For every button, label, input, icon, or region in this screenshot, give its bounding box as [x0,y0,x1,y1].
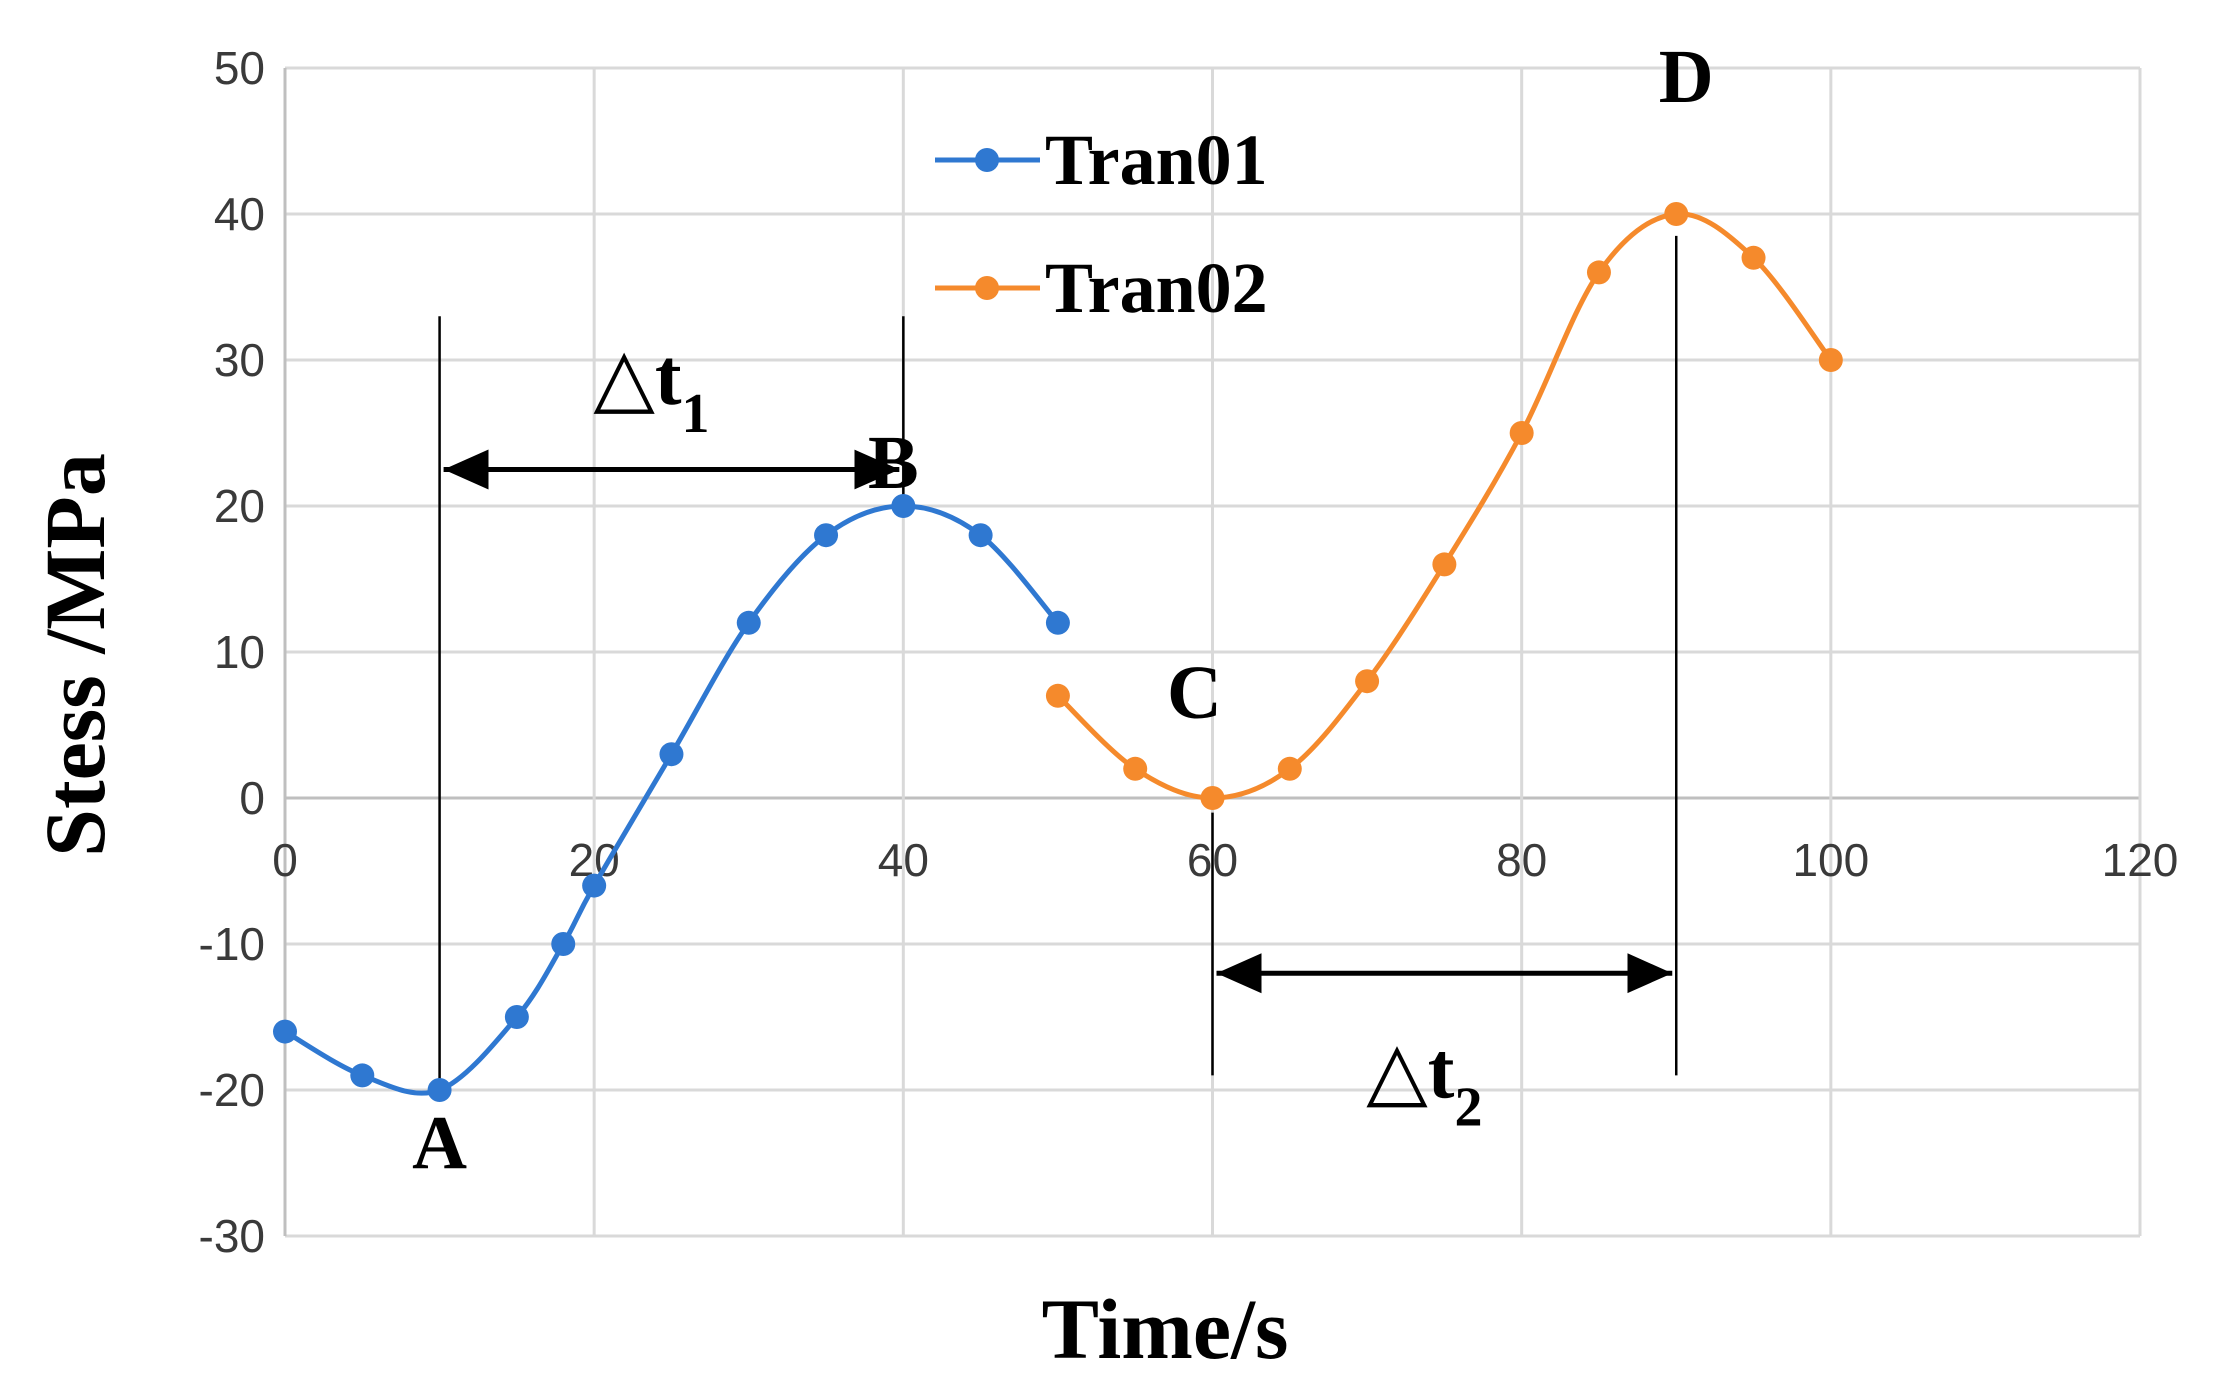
x-tick-label: 100 [1792,834,1869,886]
legend-label-tran02: Tran02 [1045,248,1268,328]
y-tick-label: 20 [214,480,265,532]
series-line-tran02 [1056,211,1833,801]
data-point-tran02 [1509,421,1534,445]
y-tick-label: 30 [214,334,265,386]
series-layer [273,202,1843,1102]
x-tick-label: 120 [2102,834,2179,886]
legend: Tran01 Tran02 [935,120,1268,328]
data-point-tran01 [551,932,576,956]
y-tick-label: 50 [214,42,265,94]
point-label-b: B [868,421,919,505]
y-axis-title: Stess /MPa [27,453,123,857]
y-tick-label: -30 [199,1210,265,1262]
y-tick-label: -20 [199,1064,265,1116]
y-tick-label: 0 [239,772,265,824]
legend-swatch-marker [975,148,999,172]
legend-swatch-marker [975,276,999,300]
data-point-tran02 [1432,552,1457,577]
point-label-c: C [1167,651,1222,735]
data-point-tran01 [427,1078,452,1102]
data-point-tran01 [273,1019,297,1044]
data-point-tran02 [1664,202,1689,226]
interval-label: △t2 [1366,1027,1482,1138]
data-point-tran02 [1123,756,1148,781]
data-point-tran02 [1741,245,1766,270]
data-point-tran01 [814,523,839,548]
y-tick-label: 40 [214,188,265,240]
x-tick-label: 80 [1496,834,1547,886]
point-label-d: D [1659,35,1714,119]
data-point-tran01 [968,523,993,548]
interval-label: △t1 [593,334,709,445]
series-line-tran01 [283,503,1060,1096]
x-tick-label: 40 [878,834,929,886]
legend-label-tran01: Tran01 [1045,120,1268,200]
data-point-tran01 [582,873,607,898]
x-tick-label: 0 [272,834,298,886]
data-point-tran01 [659,742,684,767]
data-point-tran01 [350,1063,375,1088]
data-point-tran02 [1586,260,1611,285]
x-axis-title: Time/s [1042,1281,1289,1377]
data-point-tran01 [736,610,761,635]
y-tick-label: -10 [199,918,265,970]
point-label-a: A [412,1101,467,1185]
data-point-tran01 [891,494,916,518]
data-point-tran02 [1355,669,1380,694]
data-point-tran02 [1045,683,1070,708]
data-point-tran01 [1045,610,1070,635]
data-point-tran02 [1818,348,1843,372]
data-point-tran02 [1277,756,1302,781]
data-point-tran01 [504,1005,529,1029]
data-point-tran02 [1200,786,1225,810]
annotation-layer: A B C D [412,35,1714,1185]
y-tick-label: 10 [214,626,265,678]
